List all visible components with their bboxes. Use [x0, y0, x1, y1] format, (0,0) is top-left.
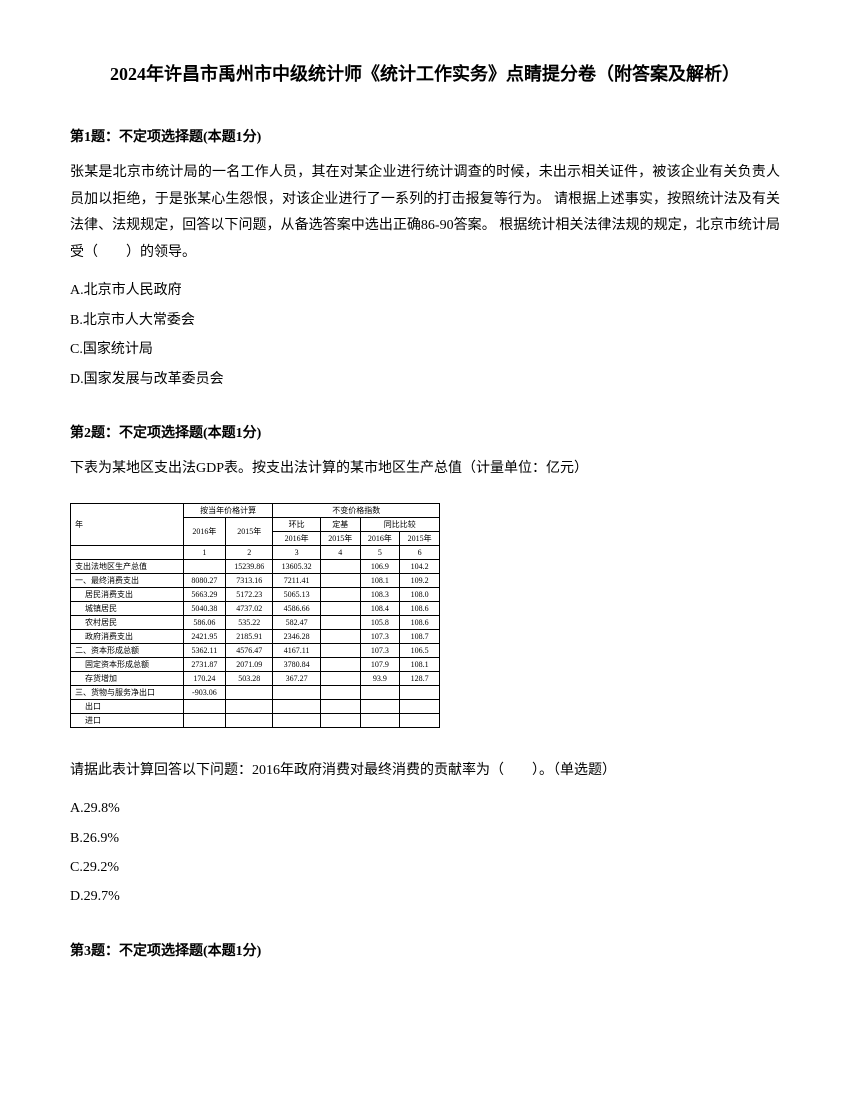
q2-option-c: C.29.2% [70, 853, 780, 882]
q1-option-a: A.北京市人民政府 [70, 276, 780, 305]
table-sub-2016: 2016年 [273, 531, 320, 545]
table-row: 支出法地区生产总值 15239.86 13605.32 106.9 104.2 [71, 559, 440, 573]
table-col2: 2 [226, 545, 273, 559]
table-h4: 定基 [320, 517, 360, 531]
table-h1: 按当年价格计算 [183, 503, 273, 517]
q2-body: 下表为某地区支出法GDP表。按支出法计算的某市地区生产总值（计量单位：亿元） [70, 456, 780, 483]
table-col4: 4 [320, 545, 360, 559]
q2-header: 第2题：不定项选择题(本题1分) [70, 422, 780, 442]
table-h2: 不变价格指数 [273, 503, 440, 517]
gdp-table-container: 年 按当年价格计算 不变价格指数 2016年 2015年 环比 定基 同比比较 … [70, 503, 780, 728]
q2-post: 请据此表计算回答以下问题：2016年政府消费对最终消费的贡献率为（ ）。（单选题… [70, 758, 780, 785]
table-row: 出口 [71, 699, 440, 713]
table-sub-2016b: 2016年 [360, 531, 400, 545]
table-h3: 环比 [273, 517, 320, 531]
document-title: 2024年许昌市禹州市中级统计师《统计工作实务》点睛提分卷（附答案及解析） [70, 60, 780, 86]
table-row: 居民消费支出 5663.29 5172.23 5065.13 108.3 108… [71, 587, 440, 601]
table-h5: 同比比较 [360, 517, 439, 531]
table-row: 二、资本形成总额 5362.11 4576.47 4167.11 107.3 1… [71, 643, 440, 657]
q1-option-c: C.国家统计局 [70, 335, 780, 364]
table-col-empty [71, 545, 184, 559]
table-row: 一、最终消费支出 8080.27 7313.16 7211.41 108.1 1… [71, 573, 440, 587]
q1-option-b: B.北京市人大常委会 [70, 306, 780, 335]
table-row: 三、货物与服务净出口 -903.06 [71, 685, 440, 699]
table-col3: 3 [273, 545, 320, 559]
table-row: 政府消费支出 2421.95 2185.91 2346.28 107.3 108… [71, 629, 440, 643]
table-col1: 1 [183, 545, 225, 559]
table-year-label: 年 [71, 503, 184, 545]
table-y2015: 2015年 [226, 517, 273, 545]
table-col5: 5 [360, 545, 400, 559]
table-sub-2015: 2015年 [320, 531, 360, 545]
table-sub-2015b: 2015年 [400, 531, 440, 545]
table-row: 存货增加 170.24 503.28 367.27 93.9 128.7 [71, 671, 440, 685]
table-row: 农村居民 586.06 535.22 582.47 105.8 108.6 [71, 615, 440, 629]
table-row: 城镇居民 5040.38 4737.02 4586.66 108.4 108.6 [71, 601, 440, 615]
gdp-table: 年 按当年价格计算 不变价格指数 2016年 2015年 环比 定基 同比比较 … [70, 503, 440, 728]
table-col6: 6 [400, 545, 440, 559]
q1-option-d: D.国家发展与改革委员会 [70, 365, 780, 394]
q2-option-d: D.29.7% [70, 882, 780, 911]
q2-option-a: A.29.8% [70, 794, 780, 823]
q1-header: 第1题：不定项选择题(本题1分) [70, 126, 780, 146]
table-y2016: 2016年 [183, 517, 225, 545]
q1-body: 张某是北京市统计局的一名工作人员，其在对某企业进行统计调查的时候，未出示相关证件… [70, 160, 780, 266]
q2-option-b: B.26.9% [70, 824, 780, 853]
table-row: 进口 [71, 713, 440, 727]
table-row: 固定资本形成总额 2731.87 2071.09 3780.84 107.9 1… [71, 657, 440, 671]
q3-header: 第3题：不定项选择题(本题1分) [70, 940, 780, 960]
